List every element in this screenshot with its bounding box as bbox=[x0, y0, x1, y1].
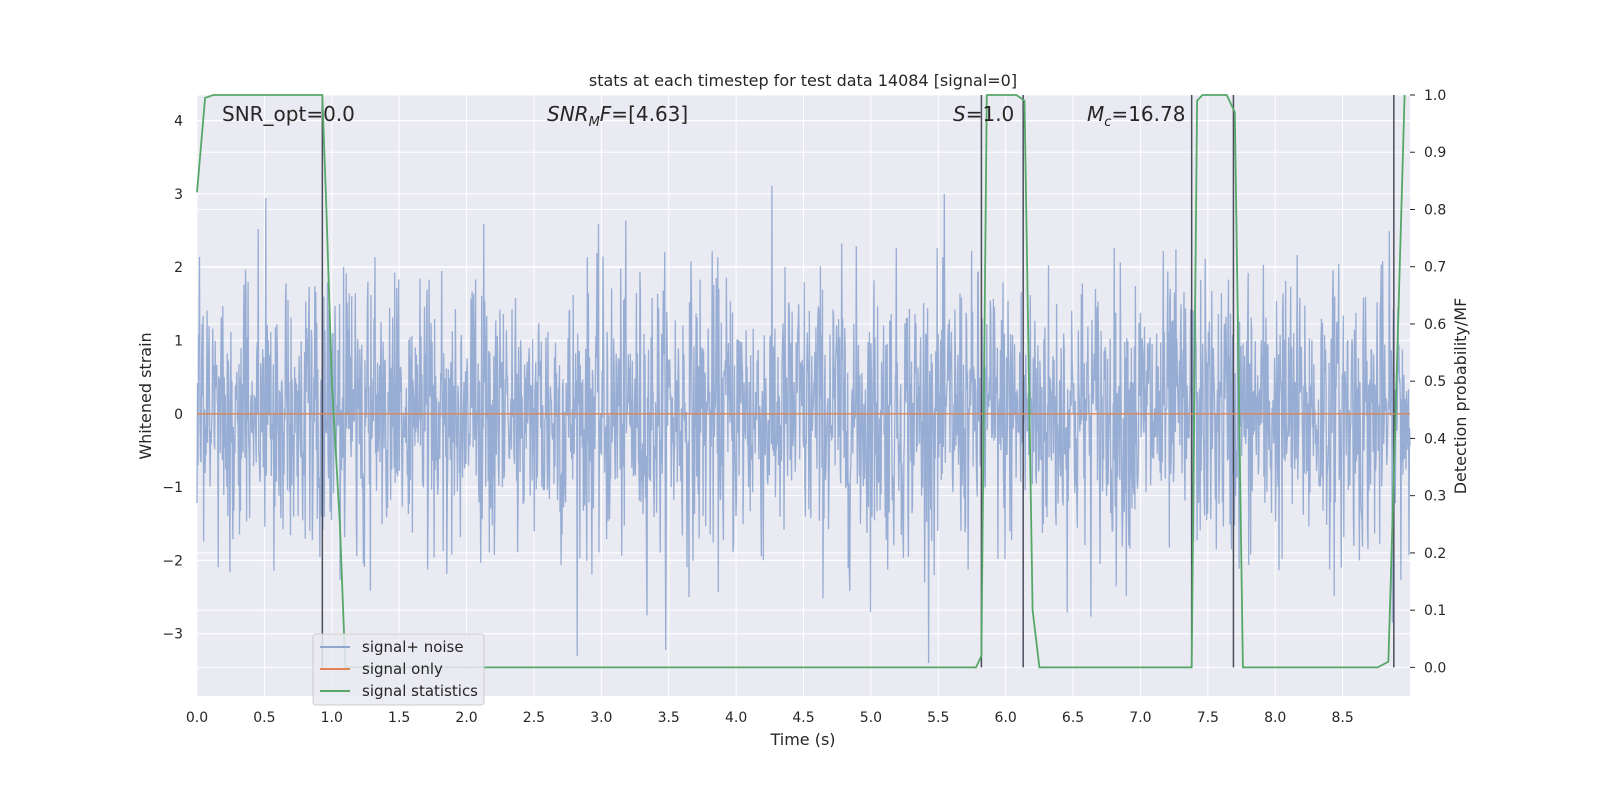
annotation-s: S=1.0 bbox=[953, 102, 1014, 126]
annotation-snr-opt: SNR_opt=0.0 bbox=[222, 102, 355, 126]
left-y-tick-label: 2 bbox=[174, 260, 183, 276]
x-axis-label: Time (s) bbox=[769, 730, 835, 749]
left-y-axis-label: Whitened strain bbox=[136, 332, 155, 459]
right-y-tick-label: 0.0 bbox=[1424, 660, 1446, 676]
left-y-tick-label: 1 bbox=[174, 334, 183, 350]
signal-plus-noise-line bbox=[196, 185, 1411, 664]
x-tick-label: 6.5 bbox=[1062, 710, 1084, 726]
right-y-tick-label: 0.5 bbox=[1424, 374, 1446, 390]
x-tick-label: 7.0 bbox=[1129, 710, 1151, 726]
right-y-tick-label: 0.3 bbox=[1424, 489, 1446, 505]
x-tick-label: 5.5 bbox=[927, 710, 949, 726]
legend-label-signal-only: signal only bbox=[362, 660, 443, 678]
x-tick-label: 1.5 bbox=[388, 710, 410, 726]
annotation-snr-mf: SNRMF=[4.63] bbox=[547, 102, 688, 130]
right-y-tick-label: 0.8 bbox=[1424, 202, 1446, 218]
x-tick-label: 0.5 bbox=[253, 710, 275, 726]
x-tick-label: 1.0 bbox=[321, 710, 343, 726]
annotation-mc: Mc=16.78 bbox=[1087, 102, 1185, 130]
right-y-tick-label: 0.7 bbox=[1424, 260, 1446, 276]
x-axis-ticks: 0.0 0.5 1.0 1.5 2.0 2.5 3.0 3.5 4.0 4.5 5.0 5.5 6.0 6… bbox=[186, 710, 1354, 726]
signal-statistics-line bbox=[196, 94, 1406, 669]
right-y-tick-label: 0.9 bbox=[1424, 145, 1446, 161]
right-y-tick-label: 0.2 bbox=[1424, 546, 1446, 562]
x-tick-label: 7.5 bbox=[1197, 710, 1219, 726]
x-tick-label: 5.0 bbox=[860, 710, 882, 726]
legend: signal+ noise signal only signal statist… bbox=[312, 633, 485, 706]
right-y-tick-label: 0.1 bbox=[1424, 603, 1446, 619]
x-tick-label: 8.0 bbox=[1264, 710, 1286, 726]
left-y-tick-label: 0 bbox=[174, 407, 183, 423]
x-tick-label: 4.0 bbox=[725, 710, 747, 726]
x-tick-label: 0.0 bbox=[186, 710, 208, 726]
left-y-axis-ticks: −3 −2 −1 0 1 2 3 4 bbox=[162, 114, 183, 643]
legend-label-noise: signal+ noise bbox=[362, 638, 464, 656]
x-tick-label: 4.5 bbox=[792, 710, 814, 726]
x-tick-label: 2.0 bbox=[455, 710, 477, 726]
right-y-axis-label: Detection probability/MF bbox=[1451, 298, 1470, 495]
legend-label-statistics: signal statistics bbox=[362, 682, 478, 700]
left-y-tick-label: −3 bbox=[162, 627, 183, 643]
x-tick-label: 2.5 bbox=[523, 710, 545, 726]
x-tick-label: 3.5 bbox=[658, 710, 680, 726]
x-tick-label: 6.0 bbox=[995, 710, 1017, 726]
right-y-tick-label: 0.4 bbox=[1424, 431, 1446, 447]
right-y-tick-label: 0.6 bbox=[1424, 317, 1446, 333]
signal-statistics-series bbox=[196, 94, 1406, 669]
signal-plus-noise-series bbox=[196, 185, 1411, 664]
left-y-tick-label: −2 bbox=[162, 553, 183, 569]
left-y-tick-label: −1 bbox=[162, 480, 183, 496]
chart-title: stats at each timestep for test data 140… bbox=[589, 71, 1017, 90]
right-y-tick-label: 1.0 bbox=[1424, 88, 1446, 104]
left-y-tick-label: 4 bbox=[174, 114, 183, 130]
x-tick-label: 3.0 bbox=[590, 710, 612, 726]
x-tick-label: 8.5 bbox=[1331, 710, 1353, 726]
left-y-tick-label: 3 bbox=[174, 187, 183, 203]
right-y-axis-ticks: 0.0 0.1 0.2 0.3 0.4 0.5 0.6 0.7 0.8 0.9 1.0 bbox=[1410, 88, 1446, 676]
